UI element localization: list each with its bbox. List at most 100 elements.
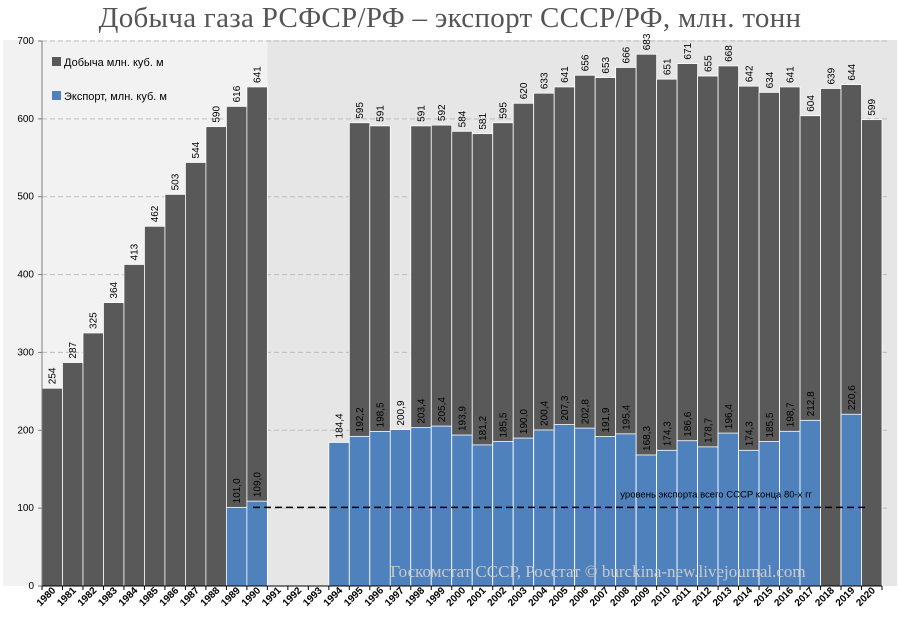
data-label-export-2013: 196,4	[724, 404, 735, 429]
bar-production-1987	[185, 162, 207, 587]
bar-export-1990	[246, 500, 268, 587]
x-tick-label-2019: 2019	[834, 585, 858, 609]
x-tick-label-2003: 2003	[506, 585, 530, 609]
data-label-production-1985: 462	[150, 205, 161, 222]
x-tick-label-2017: 2017	[793, 585, 817, 609]
x-tick-label-1999: 1999	[424, 585, 448, 609]
data-label-production-1988: 590	[212, 106, 223, 123]
data-label-export-1994: 184,4	[335, 413, 346, 438]
data-label-export-2008: 195,4	[621, 404, 632, 429]
data-label-production-2017: 604	[806, 95, 817, 112]
legend: Добыча млн. куб. м Экспорт, млн. куб. м	[52, 57, 167, 103]
x-tick-label-1996: 1996	[363, 585, 387, 609]
data-label-production-1981: 287	[68, 341, 79, 358]
x-tick-label-2011: 2011	[670, 585, 693, 608]
legend-label-export: Экспорт, млн. куб. м	[64, 91, 167, 103]
data-label-production-2001: 581	[478, 113, 489, 130]
data-label-export-2010: 174,3	[662, 421, 673, 446]
x-tick-label-1992: 1992	[281, 585, 305, 609]
axes	[38, 40, 883, 590]
bar-production-1981	[62, 362, 84, 587]
y-tick-label: 500	[17, 192, 34, 203]
data-labels: 254 287 325 364 413 462 503 544 590 616 101,0 641 10…	[48, 33, 879, 503]
y-tick-label: 0	[28, 581, 34, 592]
data-label-production-2000: 584	[458, 110, 469, 127]
data-label-production-1989: 616	[232, 85, 243, 102]
data-label-export-2000: 193,9	[458, 406, 469, 431]
data-label-export-1999: 205,4	[437, 397, 448, 422]
y-tick-label: 600	[17, 114, 34, 125]
x-tick-label-2018: 2018	[813, 585, 837, 609]
data-label-production-2006: 656	[580, 54, 591, 71]
legend-swatch-production	[52, 57, 61, 66]
data-label-production-2018: 639	[826, 67, 837, 84]
bar-production-1988	[205, 126, 227, 587]
x-tick-label-2020: 2020	[854, 585, 878, 609]
data-label-production-2016: 641	[785, 66, 796, 83]
data-label-production-1998: 591	[417, 105, 428, 122]
bar-production-1982	[82, 332, 104, 587]
data-label-production-2009: 683	[642, 33, 653, 50]
data-label-export-2017: 212,8	[806, 391, 817, 416]
x-tick-label-2013: 2013	[711, 585, 735, 609]
x-tick-label-1982: 1982	[76, 585, 100, 609]
x-tick-label-1997: 1997	[383, 585, 407, 609]
data-label-export-1995: 192,2	[355, 407, 366, 432]
data-label-production-2015: 634	[765, 71, 776, 88]
x-tick-label-1993: 1993	[301, 585, 325, 609]
x-tick-label-2010: 2010	[649, 585, 673, 609]
data-label-production-2020: 599	[867, 99, 878, 116]
data-label-production-2010: 651	[662, 58, 673, 75]
x-tick-label-1994: 1994	[322, 585, 346, 609]
data-label-export-2019: 220,6	[847, 385, 858, 410]
x-tick-label-1987: 1987	[178, 585, 202, 609]
y-tick-label: 300	[17, 347, 34, 358]
y-tick-label: 200	[17, 425, 34, 436]
x-tick-label-1991: 1991	[260, 585, 284, 609]
x-tick-label-2014: 2014	[731, 585, 755, 609]
bar-export-1995	[348, 435, 371, 587]
bar-production-1986	[164, 193, 186, 587]
data-label-export-1990: 109,0	[253, 472, 264, 497]
bar-production-2020	[861, 119, 883, 587]
data-label-production-1980: 254	[48, 367, 59, 384]
data-label-production-2003: 620	[519, 82, 530, 99]
chart-title: Добыча газа РСФСР/РФ – экспорт СССР/РФ, …	[98, 2, 802, 34]
bar-production-1984	[123, 264, 145, 587]
x-tick-label-2009: 2009	[629, 585, 653, 609]
data-label-production-2004: 633	[539, 72, 550, 89]
x-tick-label-1980: 1980	[35, 585, 59, 609]
bar-export-1994	[328, 442, 350, 587]
x-tick-label-2004: 2004	[527, 585, 551, 609]
x-tick-label-1998: 1998	[404, 585, 428, 609]
bar-production-1985	[144, 225, 166, 587]
data-label-export-2003: 190,0	[519, 409, 530, 434]
data-label-production-1990: 641	[253, 66, 264, 83]
x-tick-label-2001: 2001	[465, 585, 489, 609]
x-tick-label-1995: 1995	[342, 585, 366, 609]
data-label-production-2013: 668	[724, 45, 735, 62]
data-label-production-2014: 642	[744, 65, 755, 82]
data-label-production-2019: 644	[847, 63, 858, 80]
x-tick-label-1990: 1990	[240, 585, 264, 609]
bar-production-1983	[103, 302, 125, 587]
y-tick-labels: 0 100 200 300 400 500 600 700	[17, 36, 34, 592]
y-tick-label: 100	[17, 503, 34, 514]
data-label-production-2002: 595	[498, 102, 509, 119]
data-label-export-2001: 181,2	[478, 415, 489, 440]
data-label-production-2005: 641	[560, 66, 571, 83]
legend-label-production: Добыча млн. куб. м	[64, 57, 164, 69]
data-label-export-2012: 178,7	[703, 417, 714, 442]
x-tick-label-1989: 1989	[219, 585, 243, 609]
bar-production-1980	[41, 387, 63, 587]
data-label-production-1982: 325	[89, 312, 100, 329]
x-tick-label-2006: 2006	[568, 585, 592, 609]
bars	[41, 53, 883, 587]
bar-export-2019	[840, 413, 862, 587]
data-label-export-1997: 200,9	[396, 400, 407, 425]
legend-swatch-export	[52, 91, 61, 100]
data-label-export-2015: 185,5	[765, 412, 776, 437]
data-label-production-1996: 591	[376, 105, 387, 122]
x-tick-label-2008: 2008	[609, 585, 633, 609]
